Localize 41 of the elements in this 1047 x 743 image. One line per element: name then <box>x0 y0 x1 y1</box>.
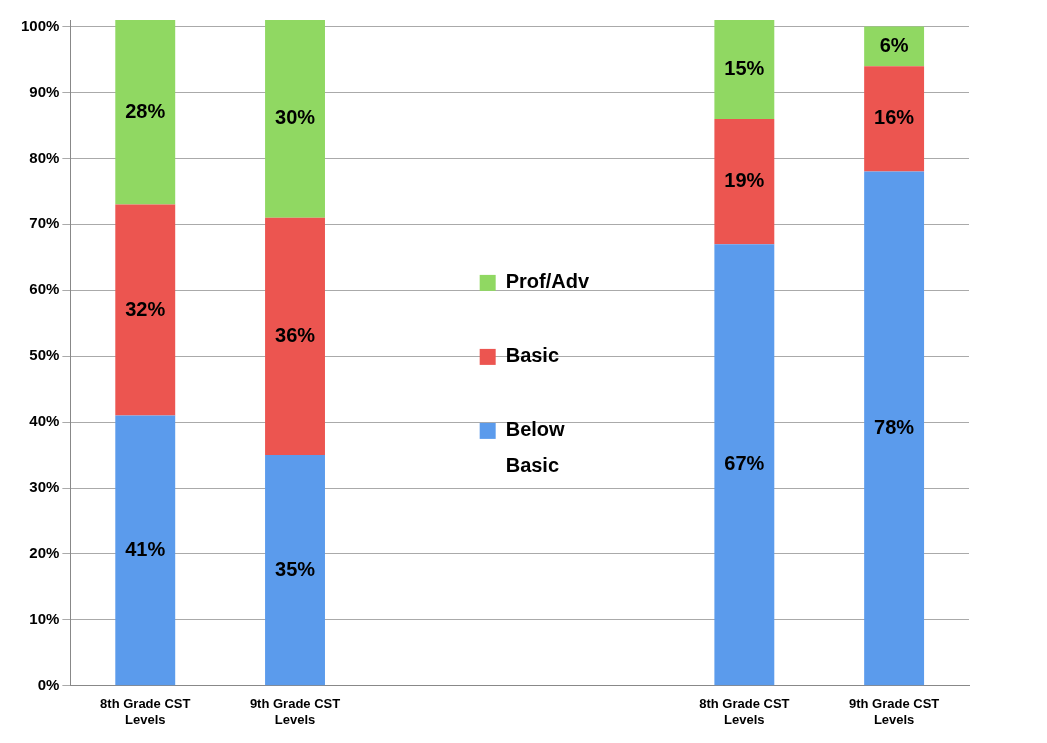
y-tick-label: 30% <box>29 478 60 496</box>
data-label: 6% <box>879 33 909 56</box>
bar <box>714 20 775 119</box>
data-label: 78% <box>874 415 915 438</box>
bar <box>714 118 775 245</box>
data-label: 28% <box>125 99 166 122</box>
legend-label: Basic <box>505 344 560 367</box>
data-label: 36% <box>275 323 316 346</box>
bar <box>115 415 176 686</box>
y-tick-label: 90% <box>29 82 60 100</box>
bar <box>115 20 176 205</box>
data-label: 19% <box>724 169 765 192</box>
x-tick-label: 8th Grade CST Levels <box>100 696 191 727</box>
bar <box>714 244 775 686</box>
y-tick-label: 80% <box>29 148 60 166</box>
bar <box>115 204 176 416</box>
bar <box>265 455 325 686</box>
x-tick-label: 9th Grade CST Levels <box>249 696 341 727</box>
x-tick-label: 8th Grade CST Levels <box>699 696 790 727</box>
legend-label: Prof/Adv <box>505 270 590 293</box>
bar <box>265 20 325 218</box>
y-tick-label: 40% <box>29 412 60 430</box>
data-label: 35% <box>275 557 316 580</box>
legend-label: Below Basic <box>505 418 566 477</box>
data-label: 32% <box>125 297 166 320</box>
y-tick-label: 50% <box>29 346 60 364</box>
bar <box>864 66 925 172</box>
y-tick-label: 20% <box>29 544 60 562</box>
y-tick-label: 10% <box>29 610 60 628</box>
y-tick-label: 60% <box>29 280 60 298</box>
bar <box>265 217 325 456</box>
y-tick-label: 70% <box>29 214 60 232</box>
data-label: 30% <box>275 106 316 129</box>
y-tick-label: 100% <box>20 16 60 34</box>
data-label: 41% <box>125 537 166 560</box>
x-tick-label: 9th Grade CST Levels <box>848 696 940 727</box>
data-label: 67% <box>724 452 765 475</box>
data-label: 16% <box>874 106 915 129</box>
data-label: 15% <box>724 56 765 79</box>
bar <box>864 171 925 686</box>
y-tick-label: 0% <box>37 675 60 693</box>
